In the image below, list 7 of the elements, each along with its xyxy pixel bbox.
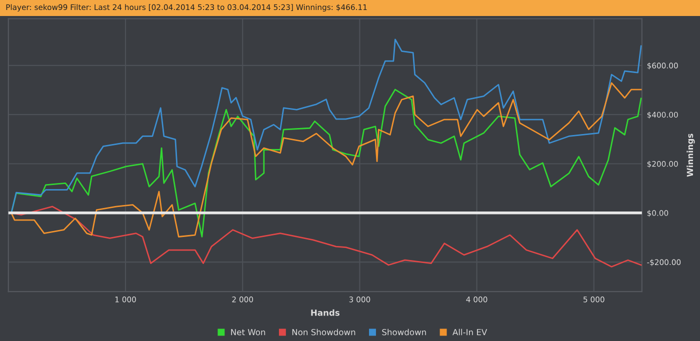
x-axis-title: Hands — [311, 309, 340, 316]
y-axis-title: Winnings — [686, 134, 695, 177]
legend-label: Non Showdown — [292, 328, 356, 336]
legend-label: All-In EV — [452, 328, 488, 336]
legend-label: Showdown — [382, 328, 426, 336]
line-series — [10, 38, 642, 214]
legend-label: Net Won — [231, 329, 266, 336]
